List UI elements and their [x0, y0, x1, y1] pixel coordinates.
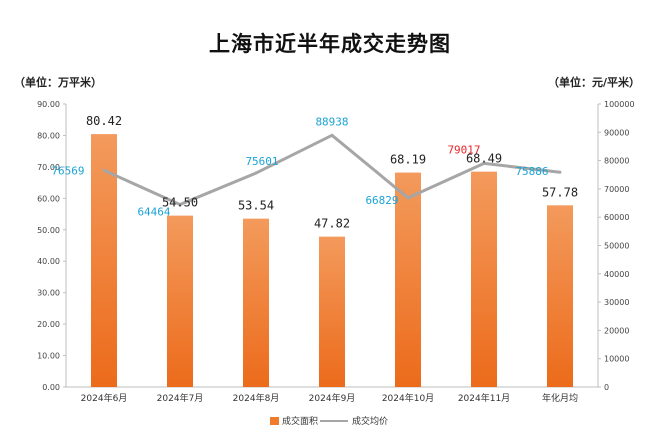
left-tick-label: 30.00 — [37, 289, 60, 298]
right-tick-label: 10000 — [604, 355, 629, 364]
price-point-5[interactable] — [482, 161, 486, 165]
bar-data-label: 53.54 — [238, 199, 274, 213]
right-tick-label: 70000 — [604, 185, 629, 194]
left-tick-label: 20.00 — [37, 320, 60, 329]
right-tick-label: 50000 — [604, 242, 629, 251]
left-tick-label: 40.00 — [37, 257, 60, 266]
bar-0[interactable] — [91, 134, 117, 387]
legend-bar-swatch — [270, 417, 279, 425]
x-tick-label: 2024年6月 — [81, 392, 128, 404]
bar-1[interactable] — [167, 215, 193, 387]
x-tick-label: 2024年8月 — [233, 392, 280, 404]
left-tick-label: 80.00 — [37, 131, 60, 140]
left-tick-label: 10.00 — [37, 352, 60, 361]
bar-2[interactable] — [243, 218, 269, 387]
bar-data-label: 68.49 — [466, 152, 502, 166]
left-tick-label: 50.00 — [37, 226, 60, 235]
right-tick-label: 80000 — [604, 157, 629, 166]
legend-line-label: 成交均价 — [352, 415, 388, 427]
price-point-4[interactable] — [406, 196, 410, 200]
right-tick-label: 60000 — [604, 213, 629, 222]
line-data-label: 79017 — [447, 143, 480, 156]
x-tick-label: 2024年10月 — [382, 392, 434, 404]
bar-data-label: 54.50 — [162, 196, 198, 210]
price-point-2[interactable] — [254, 171, 258, 175]
left-tick-label: 70.00 — [37, 163, 60, 172]
price-point-6[interactable] — [558, 170, 562, 174]
x-tick-label: 年化月均 — [542, 392, 578, 404]
right-tick-label: 40000 — [604, 270, 629, 279]
right-tick-label: 100000 — [604, 100, 635, 109]
line-data-label: 76569 — [51, 164, 84, 177]
bar-data-label: 57.78 — [542, 185, 578, 199]
bar-6[interactable] — [547, 205, 573, 387]
right-axis-unit: （单位：元/平米） — [547, 76, 640, 89]
price-point-1[interactable] — [178, 203, 182, 207]
right-tick-label: 90000 — [604, 128, 629, 137]
bar-4[interactable] — [395, 172, 421, 387]
bar-data-label: 80.42 — [86, 114, 122, 128]
legend-bar-label: 成交面积 — [282, 415, 318, 427]
left-tick-label: 60.00 — [37, 194, 60, 203]
line-data-label: 88938 — [315, 115, 348, 128]
left-tick-label: 0.00 — [42, 383, 60, 392]
line-data-label: 66829 — [365, 194, 398, 207]
right-tick-label: 30000 — [604, 298, 629, 307]
x-tick-label: 2024年7月 — [157, 392, 204, 404]
chart-title: 上海市近半年成交走势图 — [209, 32, 451, 56]
right-tick-label: 20000 — [604, 326, 629, 335]
bar-3[interactable] — [319, 236, 345, 387]
left-axis-unit: （单位：万平米） — [14, 76, 102, 89]
line-data-label: 75601 — [245, 155, 278, 168]
price-point-0[interactable] — [102, 168, 106, 172]
left-tick-label: 90.00 — [37, 100, 60, 109]
line-data-label: 64464 — [137, 206, 170, 219]
x-tick-label: 2024年11月 — [458, 392, 510, 404]
bar-data-label: 47.82 — [314, 217, 350, 231]
price-point-3[interactable] — [330, 133, 334, 137]
x-tick-label: 2024年9月 — [309, 392, 356, 404]
bar-5[interactable] — [471, 171, 497, 387]
line-data-label: 75886 — [515, 165, 548, 178]
right-tick-label: 0 — [604, 383, 609, 392]
bar-data-label: 68.19 — [390, 153, 426, 167]
